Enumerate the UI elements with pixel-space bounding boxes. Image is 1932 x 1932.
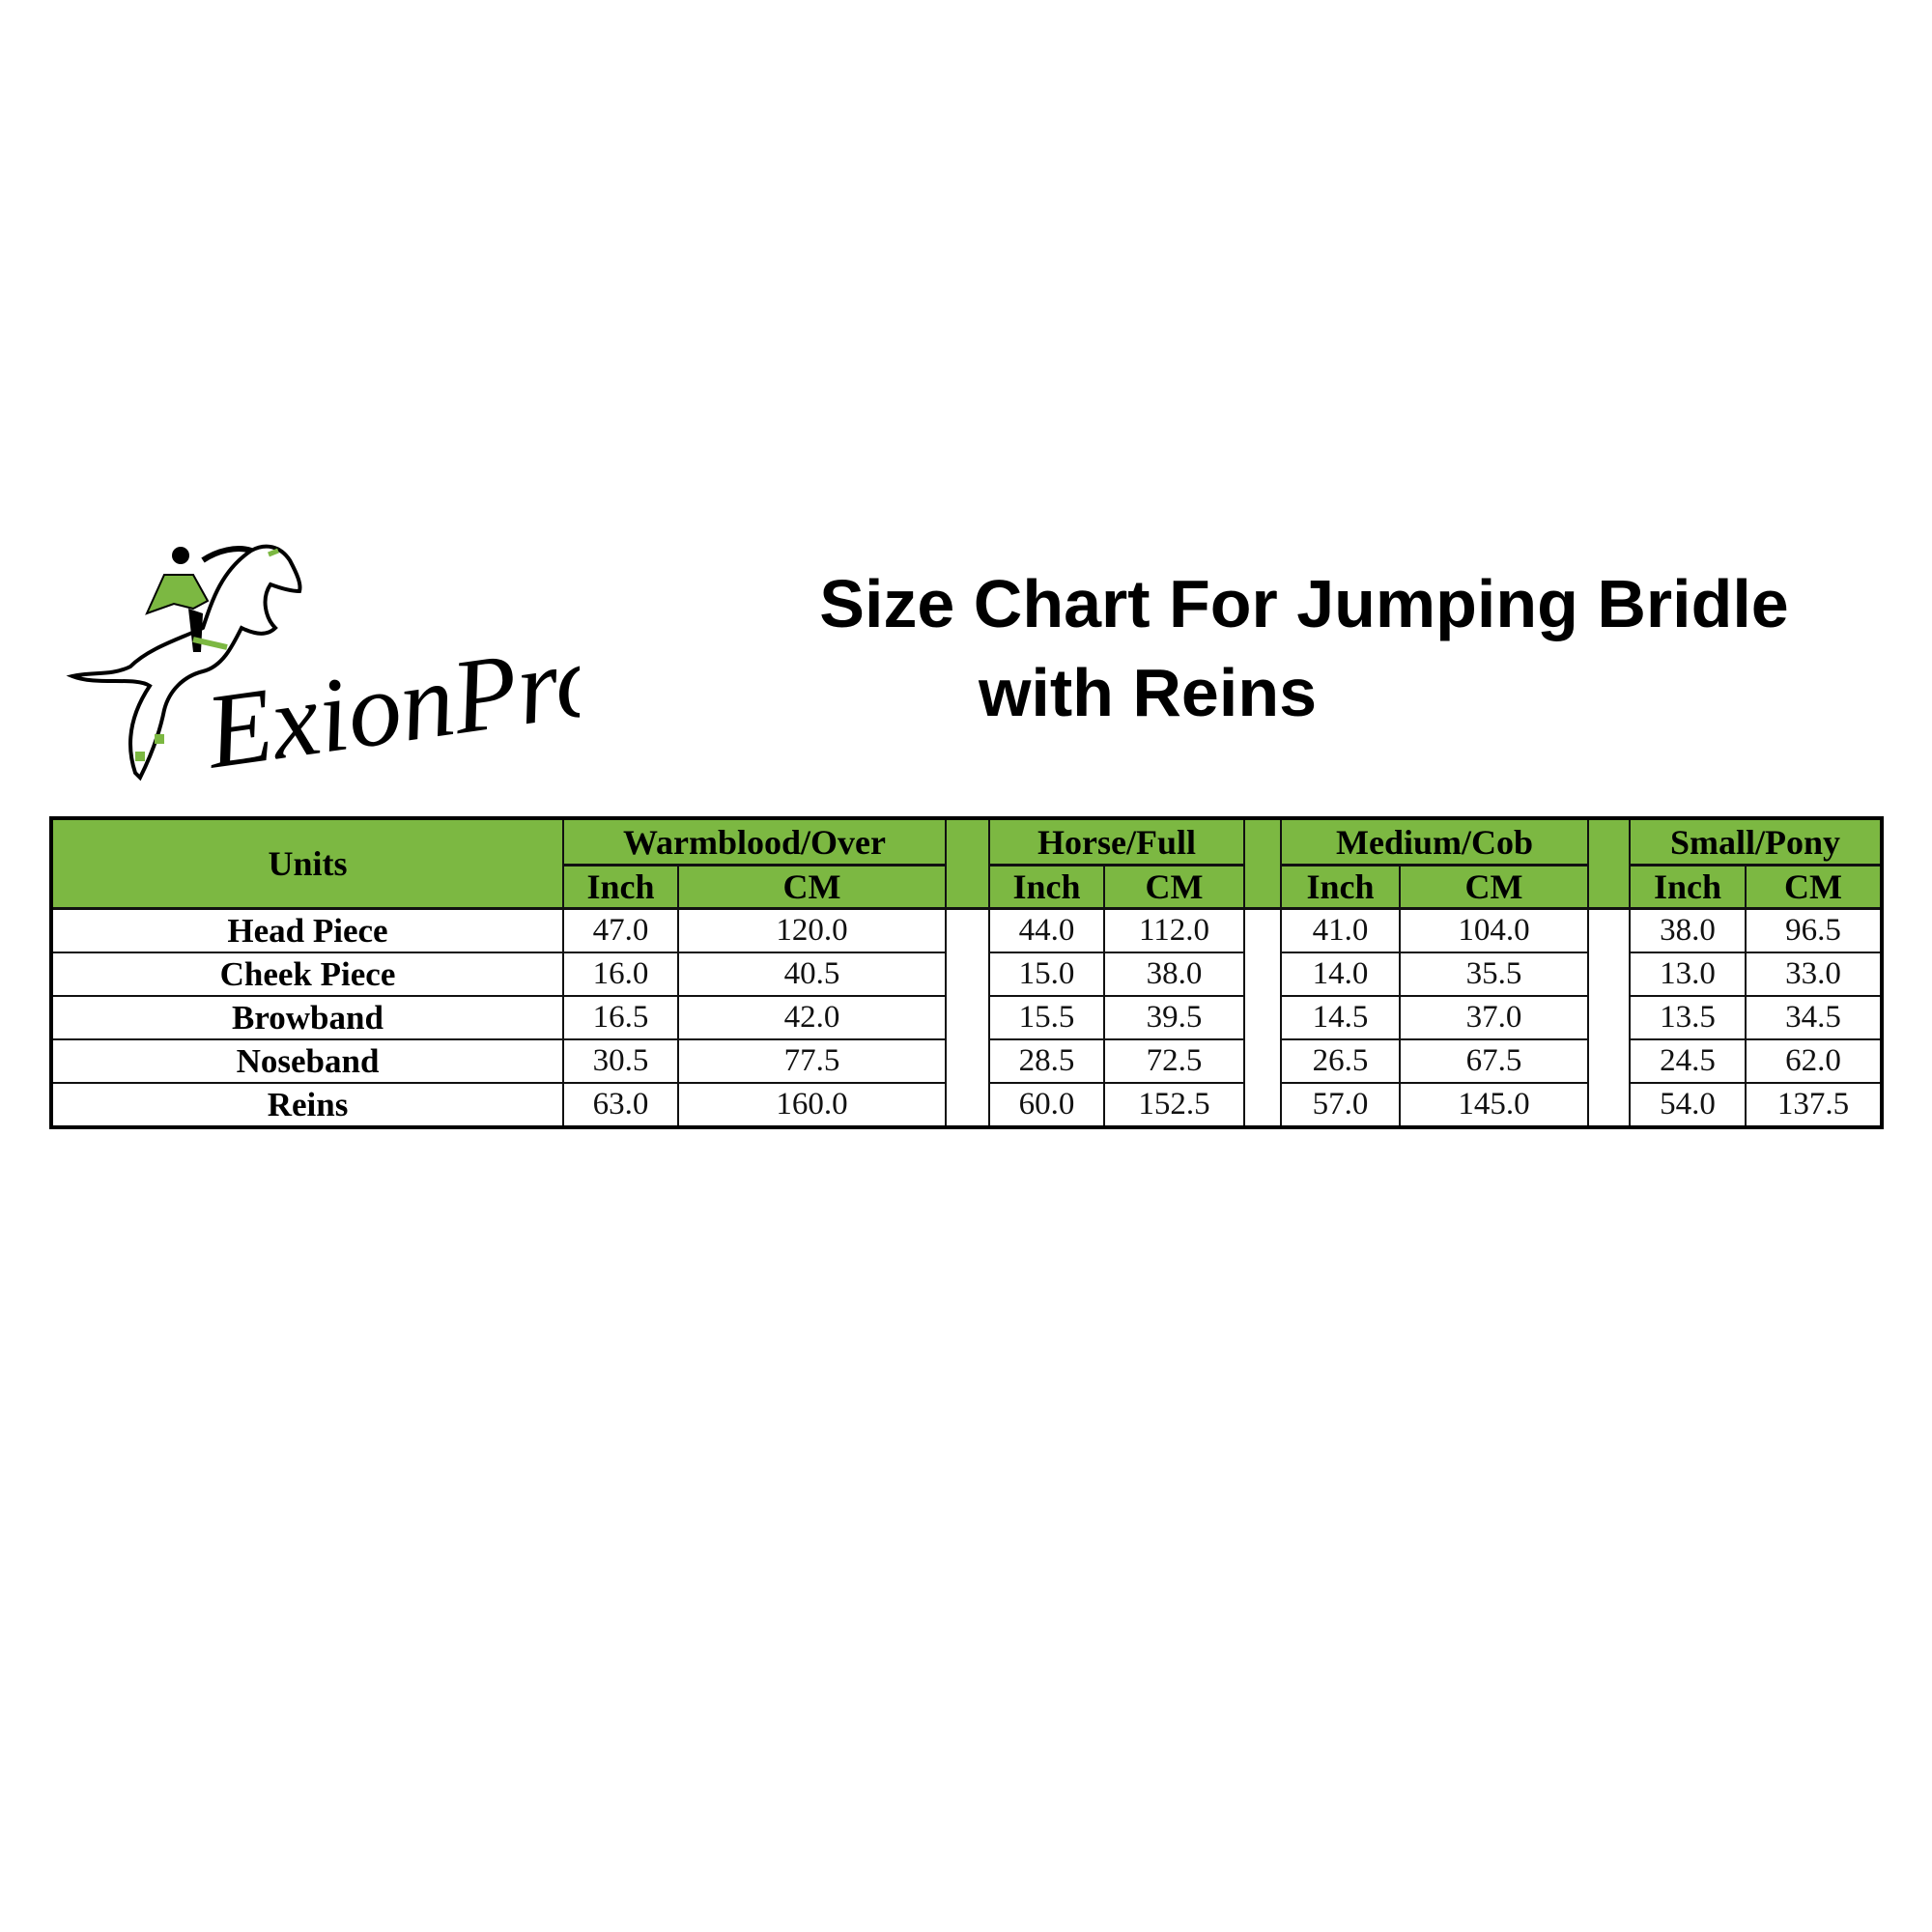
cell-value: 47.0 bbox=[562, 907, 679, 953]
spacer bbox=[945, 817, 990, 910]
cell-value: 96.5 bbox=[1745, 907, 1884, 953]
unit-header: CM bbox=[1745, 864, 1884, 910]
cell-value: 104.0 bbox=[1398, 907, 1590, 953]
cell-value: 120.0 bbox=[677, 907, 947, 953]
table-row: Head Piece 47.0 120.0 44.0 112.0 41.0 104.0 38.… bbox=[50, 907, 1884, 1128]
group-header: Medium/Cob bbox=[1279, 817, 1590, 867]
cell-value: 112.0 bbox=[1103, 907, 1245, 953]
table-row: Reins 63.0 160.0 60.0 152.5 57.0 145.0 54.0 137.… bbox=[50, 1082, 1884, 1128]
cell-value: 63.0 bbox=[562, 1082, 679, 1128]
spacer bbox=[945, 907, 990, 1128]
cell-value: 37.0 bbox=[1398, 995, 1590, 1040]
group-header: Small/Pony bbox=[1629, 817, 1884, 867]
units-header: Units bbox=[50, 817, 564, 910]
group-header: Horse/Full bbox=[988, 817, 1245, 867]
unit-header: Inch bbox=[988, 864, 1105, 910]
cell-value: 145.0 bbox=[1398, 1082, 1590, 1128]
cell-value: 16.5 bbox=[562, 995, 679, 1040]
cell-value: 13.5 bbox=[1629, 995, 1747, 1040]
cell-value: 39.5 bbox=[1103, 995, 1245, 1040]
group-header-row: Units Warmblood/Over Horse/Full Medium/C… bbox=[50, 817, 1884, 910]
cell-value: 77.5 bbox=[677, 1038, 947, 1084]
cell-value: 28.5 bbox=[988, 1038, 1105, 1084]
unit-header: Inch bbox=[1629, 864, 1747, 910]
cell-value: 60.0 bbox=[988, 1082, 1105, 1128]
cell-value: 34.5 bbox=[1745, 995, 1884, 1040]
cell-value: 33.0 bbox=[1745, 952, 1884, 997]
cell-value: 41.0 bbox=[1280, 907, 1401, 953]
size-chart-table: Units Warmblood/Over Horse/Full Medium/C… bbox=[49, 816, 1885, 1129]
unit-header: CM bbox=[1398, 864, 1590, 910]
cell-value: 16.0 bbox=[562, 952, 679, 997]
cell-value: 24.5 bbox=[1629, 1038, 1747, 1084]
exionpro-logo: ExionPro bbox=[58, 531, 615, 792]
row-label: Browband bbox=[50, 995, 564, 1040]
cell-value: 38.0 bbox=[1629, 907, 1747, 953]
unit-header: CM bbox=[677, 864, 947, 910]
cell-value: 160.0 bbox=[677, 1082, 947, 1128]
cell-value: 30.5 bbox=[562, 1038, 679, 1084]
logo-text: ExionPro bbox=[197, 618, 580, 791]
unit-header-row: Inch CM Inch CM Inch CM Inch CM bbox=[51, 864, 1884, 910]
table-row: Cheek Piece 16.0 40.5 15.0 38.0 14.0 35.5 13.0 3… bbox=[50, 952, 1884, 997]
cell-value: 44.0 bbox=[988, 907, 1105, 953]
cell-value: 15.0 bbox=[988, 952, 1105, 997]
unit-header: Inch bbox=[1280, 864, 1401, 910]
cell-value: 14.0 bbox=[1280, 952, 1401, 997]
row-label: Cheek Piece bbox=[50, 952, 564, 997]
cell-value: 13.0 bbox=[1629, 952, 1747, 997]
cell-value: 42.0 bbox=[677, 995, 947, 1040]
cell-value: 38.0 bbox=[1103, 952, 1245, 997]
spacer bbox=[1243, 817, 1282, 910]
cell-value: 54.0 bbox=[1629, 1082, 1747, 1128]
cell-value: 14.5 bbox=[1280, 995, 1401, 1040]
table-row: Noseband 30.5 77.5 28.5 72.5 26.5 67.5 24.5 62.0 bbox=[50, 1038, 1884, 1084]
row-label: Head Piece bbox=[50, 907, 564, 953]
page-title: Size Chart For Jumping Bridle bbox=[819, 566, 1789, 641]
row-label: Reins bbox=[50, 1082, 564, 1128]
cell-value: 35.5 bbox=[1398, 952, 1590, 997]
row-label: Noseband bbox=[50, 1038, 564, 1084]
cell-value: 67.5 bbox=[1398, 1038, 1590, 1084]
cell-value: 15.5 bbox=[988, 995, 1105, 1040]
cell-value: 62.0 bbox=[1745, 1038, 1884, 1084]
spacer bbox=[1587, 817, 1632, 910]
page-subtitle: with Reins bbox=[978, 655, 1318, 730]
cell-value: 26.5 bbox=[1280, 1038, 1401, 1084]
unit-header: Inch bbox=[562, 864, 679, 910]
cell-value: 57.0 bbox=[1280, 1082, 1401, 1128]
group-header: Warmblood/Over bbox=[562, 817, 947, 867]
spacer bbox=[1587, 907, 1632, 1128]
cell-value: 152.5 bbox=[1103, 1082, 1245, 1128]
cell-value: 72.5 bbox=[1103, 1038, 1245, 1084]
table-row: Browband 16.5 42.0 15.5 39.5 14.5 37.0 13.5 34.5 bbox=[50, 995, 1884, 1040]
unit-header: CM bbox=[1103, 864, 1245, 910]
spacer bbox=[1243, 907, 1282, 1128]
cell-value: 40.5 bbox=[677, 952, 947, 997]
cell-value: 137.5 bbox=[1745, 1082, 1884, 1128]
